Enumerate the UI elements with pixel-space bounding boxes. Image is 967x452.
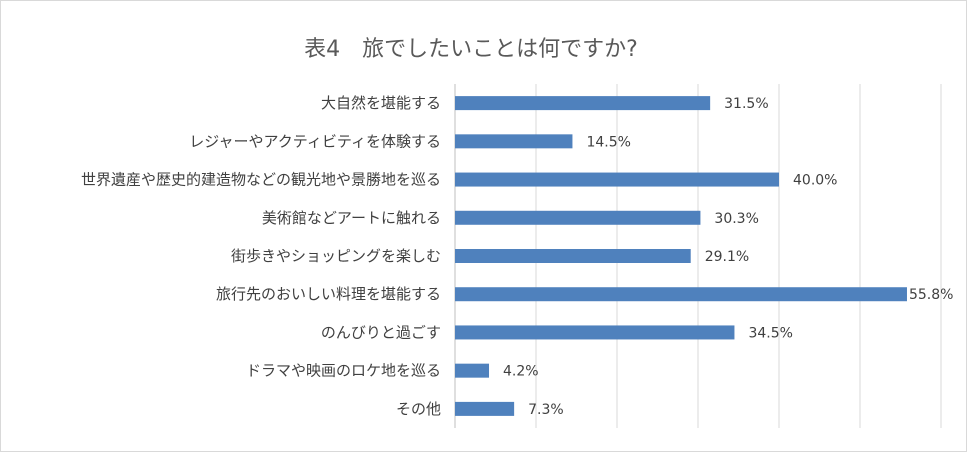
data-label: 40.0% — [793, 173, 837, 189]
category-label: のんびりと過ごす — [321, 323, 441, 341]
data-label: 4.2% — [503, 364, 539, 380]
bar — [455, 401, 515, 416]
value-labels: 31.5% 14.5% 40.0% 30.3% 29.1% 55.8% 34.5% 4.2% 7… — [503, 96, 953, 418]
category-label: 美術館などアートに触れる — [262, 209, 441, 227]
data-label: 34.5% — [748, 325, 792, 341]
bar — [455, 363, 490, 378]
bars — [455, 96, 907, 416]
category-label: その他 — [396, 400, 441, 418]
category-labels: 大自然を堪能するレジャーやアクティビティを体験する世界遺産や歴史的建造物などの観… — [81, 94, 441, 418]
data-label: 31.5% — [724, 96, 768, 112]
bar — [455, 249, 691, 263]
category-label: 旅行先のおいしい料理を堪能する — [216, 285, 441, 303]
category-label: ドラマや映画のロケ地を巡る — [246, 362, 441, 380]
chart-title: 表4 旅でしたいことは何ですか? — [304, 37, 638, 62]
data-label: 14.5% — [586, 134, 630, 150]
category-label: レジャーやアクティビティを体験する — [189, 132, 441, 150]
bar — [455, 172, 779, 187]
data-label: 7.3% — [528, 402, 564, 418]
bar — [455, 325, 735, 340]
bar — [455, 210, 701, 225]
bar — [455, 287, 907, 302]
data-label: 29.1% — [705, 249, 749, 265]
data-label: 55.8% — [909, 287, 953, 303]
bar — [455, 134, 573, 149]
category-label: 大自然を堪能する — [321, 94, 441, 112]
bar — [455, 96, 711, 111]
data-label: 30.3% — [714, 211, 758, 227]
category-label: 世界遺産や歴史的建造物などの観光地や景勝地を巡る — [81, 171, 441, 189]
category-label: 街歩きやショッピングを楽しむ — [231, 247, 441, 265]
